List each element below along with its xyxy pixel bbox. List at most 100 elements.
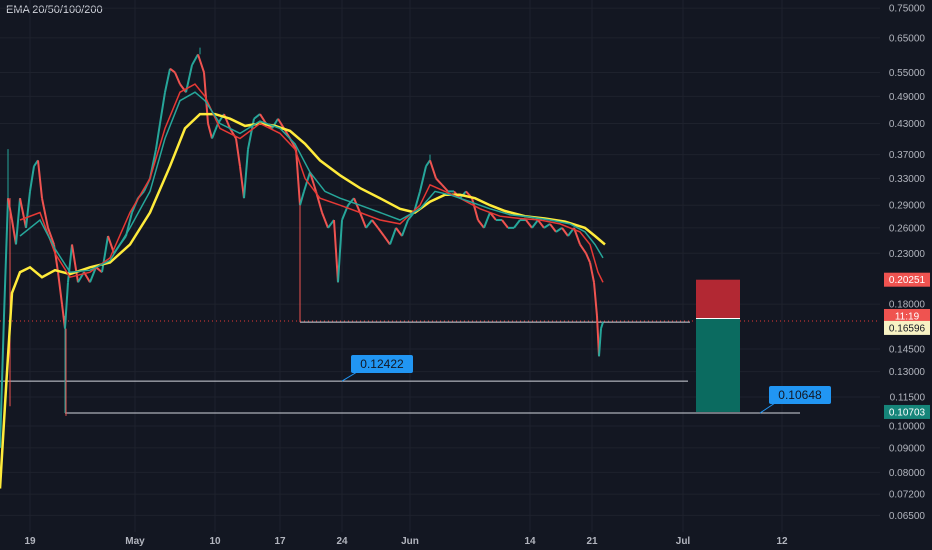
entry-price-tag-bg — [884, 320, 930, 335]
y-tick-label: 0.06500 — [889, 511, 926, 522]
price-segment — [371, 219, 379, 229]
price-segment — [89, 266, 97, 283]
ema-line-1 — [0, 112, 606, 489]
price-segment — [579, 243, 587, 254]
price-segment — [207, 123, 213, 139]
price-segment — [359, 212, 367, 229]
price-segment — [299, 191, 305, 206]
price-segment — [211, 123, 219, 139]
level-callouts[interactable]: 0.12422 0.10648 — [341, 355, 831, 414]
price-segment — [11, 219, 17, 245]
y-tick-label: 0.37000 — [889, 150, 926, 161]
y-tick-label: 0.65000 — [889, 33, 926, 44]
x-tick-label: 19 — [24, 536, 36, 547]
x-tick-label: May — [125, 536, 145, 547]
x-tick-label: 17 — [274, 536, 286, 547]
y-tick-label: 0.26000 — [889, 223, 926, 234]
price-segment — [29, 166, 35, 192]
price-segment — [365, 219, 373, 229]
price-segment — [19, 197, 27, 229]
price-segment — [489, 211, 497, 221]
time-axis[interactable]: 19 May 10 17 24 Jun 14 21 Jul 12 — [24, 536, 788, 547]
y-tick-label: 0.10000 — [889, 422, 926, 433]
price-segment — [155, 123, 161, 150]
x-tick-label: Jul — [676, 536, 691, 547]
price-segment — [555, 227, 563, 233]
price-segment — [239, 166, 245, 199]
price-segment — [101, 235, 109, 273]
price-segment — [337, 219, 343, 283]
price-segment — [483, 212, 491, 229]
callout-box — [769, 386, 831, 404]
price-segment — [277, 118, 285, 129]
price-segment — [389, 227, 397, 245]
y-tick-label: 0.08000 — [889, 468, 926, 479]
stop-price-tag: 0.20251 — [889, 275, 926, 286]
y-tick-label: 0.29000 — [889, 201, 926, 212]
price-segment — [0, 315, 5, 448]
price-segment — [64, 282, 69, 329]
ema-line-3 — [19, 91, 604, 273]
price-segment — [598, 328, 602, 357]
price-segment — [353, 197, 361, 213]
ema-lines — [0, 83, 606, 489]
x-tick-label: 24 — [336, 536, 348, 547]
price-tags: 0.20251 11:190.16596 0.10703 — [884, 272, 930, 419]
callout-pointer — [759, 402, 776, 414]
target-price-tag-bg — [884, 404, 930, 419]
price-segment — [174, 72, 181, 85]
price-segment — [593, 282, 598, 317]
y-tick-label: 0.75000 — [889, 4, 926, 15]
stop-price-tag-bg — [884, 272, 930, 287]
price-segment — [407, 211, 415, 221]
y-tick-label: 0.55000 — [889, 68, 926, 79]
y-tick-label: 0.11500 — [890, 393, 926, 404]
price-segment — [429, 160, 437, 179]
price-series — [0, 47, 604, 448]
time-tag-bg — [884, 308, 930, 323]
price-segment — [41, 197, 49, 229]
x-tick-label: 10 — [209, 536, 221, 547]
price-segment — [395, 227, 403, 237]
y-tick-label: 0.43000 — [889, 119, 926, 130]
price-segment — [531, 219, 539, 229]
price-segment — [441, 184, 449, 193]
price-segment — [15, 198, 21, 245]
time-tag: 11:19 — [895, 311, 920, 322]
price-segment — [561, 227, 569, 237]
price-segment — [537, 219, 545, 229]
callout-pointer — [341, 371, 358, 382]
horizontal-levels[interactable] — [0, 315, 880, 414]
callout-label: 0.10648 — [778, 388, 822, 402]
price-segment — [25, 191, 31, 228]
price-segment — [585, 252, 591, 263]
price-segment — [589, 262, 595, 283]
y-tick-label: 0.23000 — [889, 249, 926, 260]
x-tick-label: Jun — [401, 536, 419, 547]
y-tick-label: 0.33000 — [889, 174, 926, 185]
price-segment — [243, 149, 249, 199]
price-segment — [235, 138, 241, 167]
price-segment — [549, 223, 557, 233]
price-segment — [321, 212, 329, 229]
price-axis[interactable]: 0.75000 0.65000 0.55000 0.49000 0.43000 0.370… — [889, 4, 926, 522]
price-segment — [333, 219, 339, 283]
price-segment — [47, 227, 55, 245]
price-segment — [600, 321, 604, 329]
stop-zone — [696, 279, 740, 319]
price-segment — [513, 219, 521, 229]
target-zone — [696, 318, 740, 412]
position-box[interactable] — [696, 279, 740, 412]
x-tick-label: 21 — [586, 536, 598, 547]
price-segment — [253, 113, 261, 120]
price-segment — [169, 67, 176, 74]
price-segment — [159, 92, 166, 124]
price-segment — [197, 54, 205, 73]
y-tick-label: 0.14500 — [889, 344, 926, 355]
entry-price-tag: 0.16596 — [889, 323, 926, 334]
target-price-tag: 0.10703 — [889, 407, 926, 418]
price-segment — [57, 272, 63, 305]
callout-box — [351, 355, 413, 373]
price-segment — [435, 177, 443, 186]
